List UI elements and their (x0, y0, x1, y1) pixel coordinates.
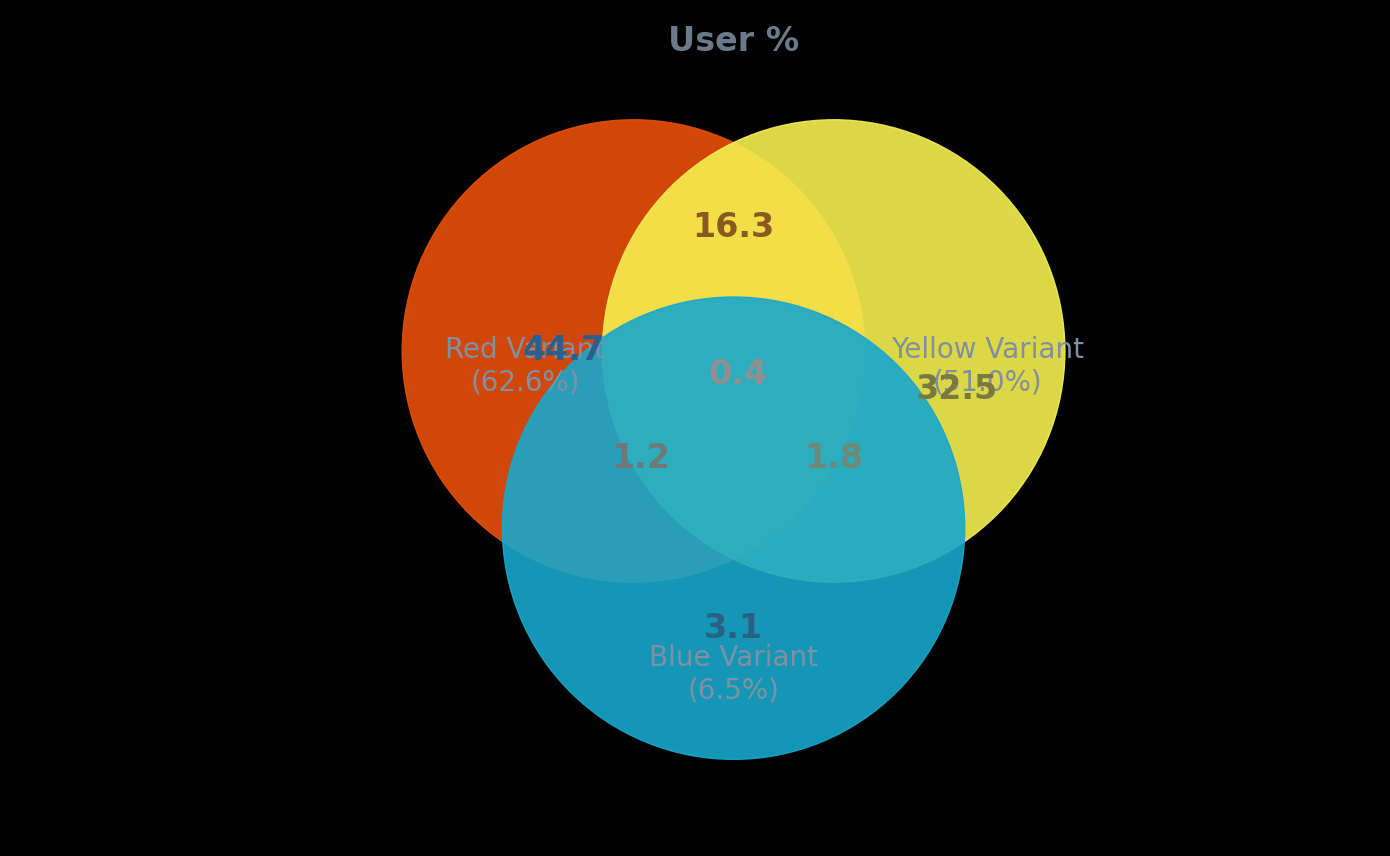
Text: Red Variant
(62.6%): Red Variant (62.6%) (445, 336, 606, 396)
Text: 1.8: 1.8 (805, 443, 863, 475)
Text: 3.1: 3.1 (703, 612, 763, 645)
Text: Yellow Variant
(51.0%): Yellow Variant (51.0%) (891, 336, 1084, 396)
Circle shape (602, 120, 1065, 582)
Circle shape (402, 120, 865, 582)
Text: 0.4: 0.4 (708, 358, 767, 390)
Text: 16.3: 16.3 (692, 211, 774, 244)
Text: Blue Variant
(6.5%): Blue Variant (6.5%) (649, 645, 819, 704)
Text: 32.5: 32.5 (916, 373, 998, 406)
Text: User %: User % (669, 26, 799, 58)
Text: 1.2: 1.2 (612, 443, 670, 475)
Circle shape (502, 297, 965, 759)
Text: 44.7: 44.7 (523, 335, 605, 367)
